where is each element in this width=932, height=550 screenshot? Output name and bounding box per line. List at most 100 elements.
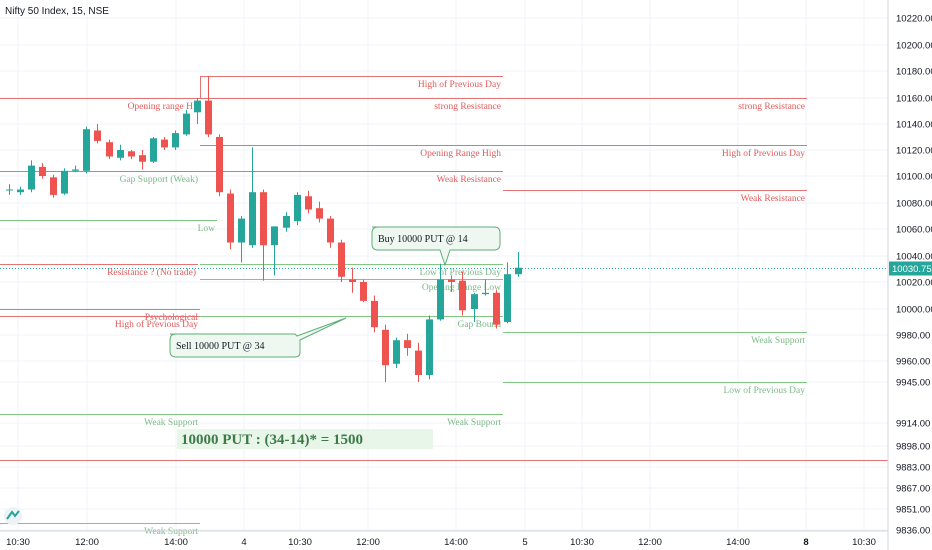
candle-body bbox=[117, 150, 124, 158]
level-label: Weak Support bbox=[144, 527, 198, 537]
candle-body bbox=[61, 170, 68, 194]
level-label: Resistance ? (No trade) bbox=[107, 267, 196, 278]
y-tick-label: 10180.00 bbox=[896, 67, 932, 78]
candle-body bbox=[426, 319, 433, 375]
y-tick-label: 9914.00 bbox=[896, 419, 930, 430]
level-label: Low bbox=[198, 224, 216, 234]
candle-body bbox=[28, 165, 35, 190]
x-tick-label: 14:00 bbox=[164, 537, 188, 548]
x-tick-label: 14:00 bbox=[444, 537, 468, 548]
level-label: Gap Bound bbox=[457, 320, 501, 330]
y-tick-label: 10200.00 bbox=[896, 41, 932, 52]
level-label: Weak Support bbox=[144, 418, 198, 428]
candle-body bbox=[83, 129, 90, 171]
candle-body bbox=[238, 218, 245, 243]
y-tick-label: 10080.00 bbox=[896, 199, 932, 210]
y-tick-label: 10140.00 bbox=[896, 120, 932, 131]
candle-body bbox=[6, 189, 13, 191]
candle-body bbox=[150, 138, 157, 162]
calc-text: 10000 PUT : (34-14)* = 1500 bbox=[181, 432, 363, 448]
y-tick-label: 10100.00 bbox=[896, 172, 932, 183]
level-label: Opening Range High bbox=[420, 149, 501, 159]
candle-body bbox=[393, 340, 400, 364]
candle-body bbox=[471, 294, 478, 309]
candle-body bbox=[504, 274, 511, 322]
y-tick-label: 9851.00 bbox=[896, 505, 930, 516]
candle-body bbox=[327, 218, 334, 243]
level-label: Weak Resistance bbox=[741, 194, 805, 204]
candle-body bbox=[39, 166, 46, 176]
level-label: Weak Resistance bbox=[437, 175, 501, 185]
level-label: strong Resistance bbox=[738, 102, 805, 112]
candle-body bbox=[515, 267, 522, 275]
logo-mark bbox=[6, 510, 20, 520]
level-label: Opening range H bbox=[128, 102, 194, 112]
level-label: High of Previous Day bbox=[722, 148, 805, 159]
candle-body bbox=[294, 194, 301, 222]
level-label: Low of Previous Day bbox=[723, 385, 805, 396]
y-tick-label: 9867.00 bbox=[896, 484, 930, 495]
candle-body bbox=[249, 192, 256, 246]
level-label: Low of Previous Day bbox=[419, 267, 501, 278]
candle-body bbox=[205, 100, 212, 135]
chart-title: Nifty 50 Index, 15, NSE bbox=[5, 6, 109, 17]
x-tick-label: 10:30 bbox=[852, 537, 876, 548]
x-tick-label: 4 bbox=[241, 537, 246, 548]
x-tick-label: 14:00 bbox=[726, 537, 750, 548]
level-label: High of Previous Day bbox=[115, 319, 198, 330]
y-tick-label: 9945.00 bbox=[896, 378, 930, 389]
last-price-badge bbox=[889, 261, 932, 276]
candle-body bbox=[161, 139, 168, 148]
candle-body bbox=[459, 280, 466, 311]
candle-body bbox=[482, 292, 489, 295]
x-tick-label: 10:30 bbox=[570, 537, 594, 548]
y-tick-label: 10120.00 bbox=[896, 146, 932, 157]
candle-body bbox=[448, 279, 455, 282]
candle-body bbox=[371, 300, 378, 328]
level-label: Weak Support bbox=[751, 336, 805, 346]
y-tick-label: 9883.00 bbox=[896, 463, 930, 474]
candle-body bbox=[194, 100, 201, 113]
level-label: Psychological bbox=[145, 313, 199, 323]
candle-body bbox=[50, 177, 57, 195]
callout-sell-box bbox=[169, 317, 347, 358]
candle-body bbox=[128, 151, 135, 157]
candle-body bbox=[283, 216, 290, 228]
candle-body bbox=[338, 242, 345, 277]
callout-buy-box bbox=[371, 226, 501, 267]
y-tick-label: 10000.00 bbox=[896, 305, 932, 316]
y-tick-label: 9898.00 bbox=[896, 442, 930, 453]
level-label: strong Resistance bbox=[434, 102, 501, 112]
candle-body bbox=[415, 350, 422, 375]
candle-body bbox=[360, 282, 367, 301]
candle-body bbox=[227, 193, 234, 243]
y-tick-label: 10160.00 bbox=[896, 94, 932, 105]
x-tick-label: 10:30 bbox=[288, 537, 312, 548]
x-tick-label: 12:00 bbox=[75, 537, 99, 548]
y-tick-label: 10220.00 bbox=[896, 14, 932, 25]
candle-body bbox=[493, 292, 500, 325]
candle-body bbox=[183, 113, 190, 135]
candle-body bbox=[94, 130, 101, 141]
candle-body bbox=[72, 169, 79, 171]
y-tick-label: 10060.00 bbox=[896, 225, 932, 236]
level-lines: High of Previous Day strong Resistance Ope… bbox=[0, 76, 888, 537]
calc-box bbox=[177, 429, 433, 449]
x-tick-label: 10:30 bbox=[6, 537, 30, 548]
candles bbox=[6, 76, 522, 382]
callout-sell-text: Sell 10000 PUT @ 34 bbox=[176, 341, 264, 352]
x-tick-label: 12:00 bbox=[356, 537, 380, 548]
level-label: Gap Support (Weak) bbox=[120, 174, 198, 185]
y-tick-label: 10040.00 bbox=[896, 252, 932, 263]
candle-body bbox=[260, 192, 267, 246]
candle-body bbox=[437, 279, 444, 320]
logo-circle bbox=[4, 507, 22, 525]
callout-buy-text: Buy 10000 PUT @ 14 bbox=[378, 234, 468, 245]
x-tick-label: 12:00 bbox=[638, 537, 662, 548]
y-tick-label: 9980.00 bbox=[896, 331, 930, 342]
y-tick-label: 9836.00 bbox=[896, 526, 930, 537]
candle-body bbox=[216, 137, 223, 193]
level-label: Weak Support bbox=[447, 418, 501, 428]
